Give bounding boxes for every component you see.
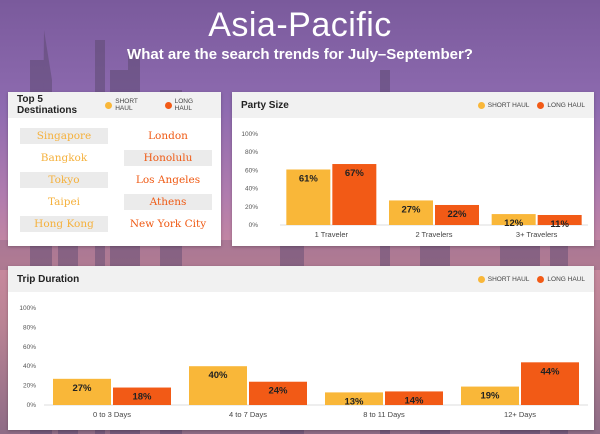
y-tick-label: 20% (23, 383, 36, 390)
y-tick-label: 0% (27, 402, 37, 409)
short-haul-destination: Singapore (20, 128, 108, 144)
legend-short-haul-label: SHORT HAUL (487, 101, 530, 109)
page-title: Asia-Pacific (208, 6, 392, 44)
x-category-label: 8 to 11 Days (363, 410, 405, 419)
legend-short-haul: SHORT HAUL (477, 101, 530, 109)
short-haul-destination: Hong Kong (20, 216, 108, 232)
short-haul-destination: Bangkok (40, 152, 88, 164)
destinations-grid: Singapore London Bangkok Honolulu Tokyo … (20, 128, 212, 238)
y-tick-label: 80% (23, 324, 36, 331)
bar-value-label: 40% (208, 370, 228, 381)
page-subtitle: What are the search trends for July–Sept… (127, 46, 473, 63)
destination-row: Tokyo Los Angeles (20, 172, 212, 188)
bar-value-label: 22% (447, 209, 467, 220)
party-size-title: Party Size (241, 99, 289, 111)
long-haul-destination: Honolulu (124, 150, 212, 166)
legend-long-haul-label: LONG HAUL (174, 98, 194, 112)
short-haul-destination: Taipei (47, 196, 81, 208)
bar-long-haul (113, 387, 171, 405)
bar-short-haul (53, 378, 111, 405)
legend: SHORT HAUL LONG HAUL (105, 98, 212, 112)
short-haul-dot-icon (477, 101, 485, 109)
bar-short-haul (461, 386, 519, 405)
trip-duration-title: Trip Duration (17, 273, 80, 285)
y-tick-label: 40% (245, 186, 258, 193)
x-category-label: 12+ Days (504, 410, 536, 419)
bar-value-label: 24% (268, 386, 288, 397)
bar-long-haul (521, 362, 579, 405)
y-tick-label: 60% (23, 344, 36, 351)
bar-value-label: 13% (344, 396, 364, 407)
destination-row: Bangkok Honolulu (20, 150, 212, 166)
legend-short-haul: SHORT HAUL (477, 275, 530, 283)
bar-short-haul (286, 169, 331, 225)
legend-short-haul: SHORT HAUL (105, 98, 156, 112)
bar-value-label: 67% (345, 168, 365, 179)
trip-duration-chart: 0% 20% 40% 60% 80% 100% 27% 18%0 to 3 Days 40% 24… (19, 305, 588, 419)
y-tick-label: 20% (245, 204, 258, 211)
y-tick-label: 100% (241, 131, 258, 138)
destination-row: Taipei Athens (20, 194, 212, 210)
long-haul-dot-icon (164, 101, 172, 109)
x-category-label: 4 to 7 Days (229, 410, 267, 419)
bar-short-haul (189, 366, 247, 405)
x-category-label: 1 Traveler (315, 230, 349, 239)
bar-value-label: 11% (550, 219, 569, 230)
x-category-label: 0 to 3 Days (93, 410, 131, 419)
bar-short-haul (389, 200, 433, 225)
legend-long-haul-label: LONG HAUL (547, 275, 585, 283)
y-tick-label: 40% (23, 363, 36, 370)
long-haul-destination: New York City (129, 218, 207, 230)
bar-long-haul (332, 164, 377, 225)
bar-value-label: 27% (72, 383, 92, 394)
long-haul-destination: Athens (124, 194, 212, 210)
bar-value-label: 18% (132, 392, 152, 403)
bar-value-label: 12% (504, 218, 524, 229)
bar-long-haul (537, 214, 582, 225)
bar-short-haul (491, 214, 536, 225)
legend-long-haul: LONG HAUL (537, 275, 585, 283)
bar-short-haul (325, 392, 383, 405)
short-haul-destination: Tokyo (20, 172, 108, 188)
long-haul-dot-icon (537, 275, 545, 283)
legend-short-haul-label: SHORT HAUL (115, 98, 138, 112)
bar-value-label: 19% (480, 391, 500, 402)
x-category-label: 3+ Travelers (516, 230, 558, 239)
y-tick-label: 80% (245, 149, 258, 156)
long-haul-destination: Los Angeles (135, 174, 201, 186)
short-haul-dot-icon (105, 101, 113, 109)
bar-long-haul (249, 381, 307, 405)
bar-value-label: 61% (299, 173, 319, 184)
destination-row: Hong Kong New York City (20, 216, 212, 232)
destination-row: Singapore London (20, 128, 212, 144)
short-haul-dot-icon (477, 275, 485, 283)
bar-value-label: 14% (404, 395, 424, 406)
legend-short-haul-label: SHORT HAUL (487, 275, 530, 283)
page-header: Asia-Pacific What are the search trends … (0, 0, 600, 64)
x-category-label: 2 Travelers (415, 230, 452, 239)
y-tick-label: 100% (19, 305, 36, 312)
legend-long-haul-label: LONG HAUL (547, 101, 585, 109)
y-tick-label: 60% (245, 167, 258, 174)
trip-duration-card: Trip Duration SHORT HAUL LONG HAUL 0% 20%… (8, 266, 594, 430)
top-destinations-card: Top 5 Destinations SHORT HAUL LONG HAUL … (8, 92, 221, 246)
y-tick-label: 0% (249, 222, 259, 229)
party-size-chart: 0% 20% 40% 60% 80% 100% 61% 67% 1 Traveler 27% 22%… (241, 131, 588, 239)
bar-value-label: 27% (401, 204, 421, 215)
legend: SHORT HAUL LONG HAUL (477, 101, 585, 109)
legend: SHORT HAUL LONG HAUL (477, 275, 585, 283)
top-destinations-header: Top 5 Destinations SHORT HAUL LONG HAUL (8, 92, 221, 118)
bar-long-haul (435, 204, 479, 225)
party-size-header: Party Size SHORT HAUL LONG HAUL (232, 92, 594, 118)
trip-duration-header: Trip Duration SHORT HAUL LONG HAUL (8, 266, 594, 292)
top-destinations-title: Top 5 Destinations (17, 94, 78, 116)
bar-long-haul (385, 391, 443, 405)
long-haul-dot-icon (537, 101, 545, 109)
legend-long-haul: LONG HAUL (164, 98, 212, 112)
party-size-card: Party Size SHORT HAUL LONG HAUL 0% 20% 40%… (232, 92, 594, 246)
long-haul-destination: London (148, 130, 188, 142)
bar-value-label: 44% (540, 366, 560, 377)
legend-long-haul: LONG HAUL (537, 101, 585, 109)
